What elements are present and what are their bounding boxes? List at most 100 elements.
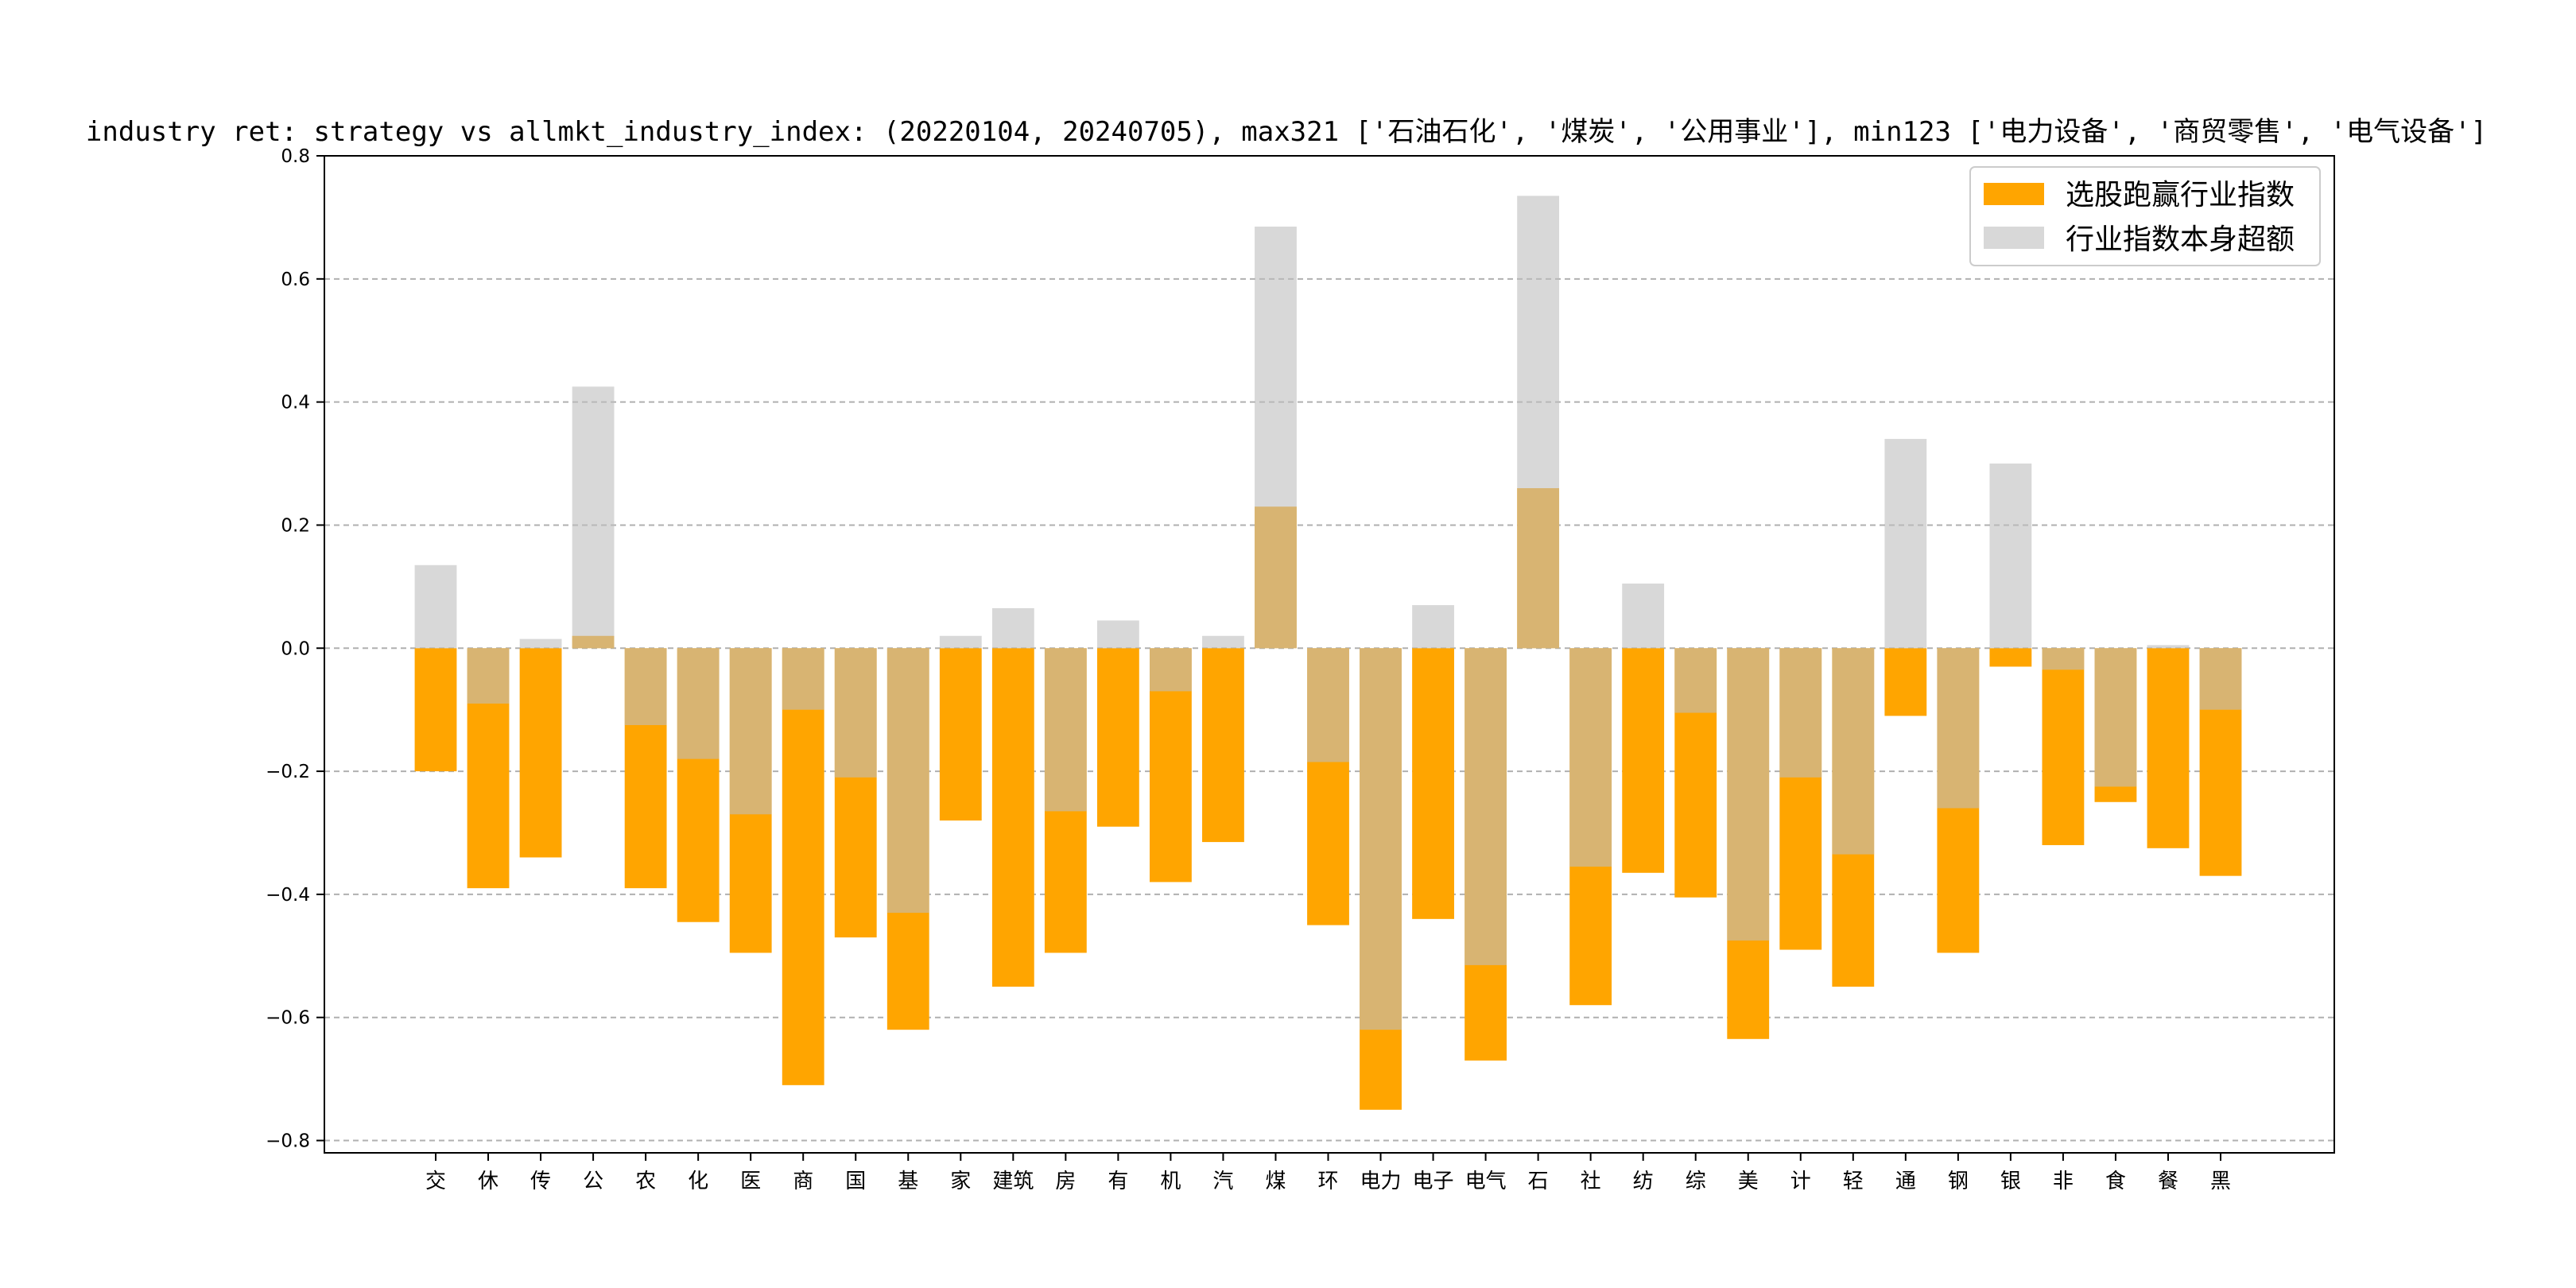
x-tick-label: 基 [898, 1170, 918, 1193]
x-tick-label: 公 [583, 1170, 603, 1193]
x-tick-label: 有 [1108, 1170, 1128, 1193]
bar-industry-index [1412, 605, 1454, 649]
y-tick-label: −0.4 [266, 885, 310, 906]
x-tick-label: 医 [740, 1170, 761, 1193]
y-tick-label: −0.8 [266, 1131, 310, 1152]
x-tick-label: 餐 [2158, 1170, 2178, 1193]
x-tick-label: 煤 [1265, 1170, 1286, 1193]
x-tick-label: 综 [1686, 1170, 1706, 1193]
x-tick-label: 黑 [2210, 1170, 2231, 1193]
legend-box [1969, 166, 2321, 266]
bar-industry-index [1884, 439, 1927, 649]
x-tick-label: 汽 [1212, 1170, 1233, 1193]
x-tick-label: 机 [1160, 1170, 1181, 1193]
x-tick-label: 房 [1055, 1170, 1076, 1193]
x-tick-label: 交 [425, 1170, 446, 1193]
y-axis: −0.8 −0.6 −0.4 −0.2 0.0 0.2 0.4 0.6 0.8 [266, 146, 324, 1152]
bar-industry-index [2147, 645, 2190, 649]
x-tick-label: 社 [1581, 1170, 1601, 1193]
x-tick-label: 传 [530, 1170, 551, 1193]
bar-industry-index [1674, 648, 1717, 713]
y-tick-label: 0.8 [281, 146, 310, 167]
x-tick-label: 环 [1317, 1170, 1338, 1193]
y-tick-label: 0.0 [281, 638, 310, 659]
bar-industry-index [1044, 648, 1087, 812]
bar-industry-index [1832, 648, 1875, 855]
y-tick-label: 0.6 [281, 270, 310, 290]
x-tick-label: 计 [1790, 1170, 1811, 1193]
bar-industry-index [1096, 620, 1139, 649]
x-tick-label: 电气 [1465, 1170, 1507, 1193]
bar-industry-index [1989, 464, 2032, 649]
bar-industry-index [1937, 648, 1980, 809]
bar-industry-index [677, 648, 720, 759]
x-tick-label: 轻 [1843, 1170, 1864, 1193]
bar-industry-index [572, 386, 615, 649]
bar-industry-index [1202, 635, 1244, 649]
x-tick-label: 家 [950, 1170, 971, 1193]
x-tick-label: 银 [2000, 1170, 2021, 1193]
bar-industry-index [519, 638, 562, 649]
bar-industry-index [1779, 648, 1822, 778]
legend-swatch-industry-index [1984, 227, 2044, 249]
bar-industry-index [624, 648, 667, 726]
y-tick-label: 0.2 [281, 515, 310, 536]
bar-strategy [939, 648, 982, 821]
x-tick-label: 美 [1738, 1170, 1759, 1193]
x-tick-label: 通 [1895, 1170, 1916, 1193]
bars [414, 196, 2242, 1110]
legend-label-strategy: 选股跑赢行业指数 [2066, 179, 2295, 211]
bar-industry-index [2199, 648, 2242, 710]
legend-swatch-strategy [1984, 183, 2044, 205]
bar-industry-index [782, 648, 824, 710]
bar-industry-index [991, 607, 1034, 649]
bar-industry-index [886, 648, 929, 914]
bar-strategy [2147, 648, 2190, 848]
x-tick-label: 农 [635, 1170, 656, 1193]
bar-industry-index [939, 635, 982, 649]
bar-strategy [1202, 648, 1244, 843]
bar-strategy [991, 648, 1034, 987]
chart-title: industry ret: strategy vs allmkt_industr… [86, 116, 2487, 148]
y-tick-label: 0.4 [281, 393, 310, 413]
bar-industry-index [1569, 648, 1612, 867]
bar-industry-index [1465, 648, 1507, 965]
x-tick-label: 电子 [1413, 1170, 1454, 1193]
x-tick-label: 纺 [1633, 1170, 1654, 1193]
x-tick-label: 食 [2105, 1170, 2126, 1193]
x-tick-label: 钢 [1948, 1170, 1969, 1193]
bar-industry-index [467, 648, 510, 704]
bar-industry-index [1307, 648, 1349, 762]
bar-industry-index [1150, 648, 1192, 692]
x-tick-label: 建筑 [992, 1170, 1034, 1193]
bar-industry-index [1622, 583, 1665, 649]
x-tick-label: 国 [845, 1170, 866, 1193]
x-tick-label: 电力 [1360, 1170, 1402, 1193]
y-tick-label: −0.6 [266, 1008, 310, 1029]
bar-strategy [1622, 648, 1665, 873]
bar-strategy [414, 648, 457, 772]
x-axis: 交 休 传 公 农 化 医 商 国 基 家建筑房 有 机 汽 煤 环电力 电子 电气石 社 纺 综 美 计 轻 通 钢 银 非 食 餐 黑 [425, 1153, 2231, 1193]
x-tick-label: 化 [688, 1170, 708, 1193]
bar-industry-index [2094, 648, 2137, 787]
bar-strategy [1884, 648, 1927, 716]
bar-industry-index [729, 648, 772, 815]
x-tick-label: 非 [2053, 1170, 2074, 1193]
bar-industry-index [414, 564, 457, 649]
bar-strategy [2042, 648, 2085, 845]
legend: 选股跑赢行业指数 行业指数本身超额 [1969, 166, 2321, 266]
bar-strategy [519, 648, 562, 858]
x-tick-label: 商 [793, 1170, 813, 1193]
y-tick-label: −0.2 [266, 762, 310, 782]
bar-industry-index [834, 648, 877, 778]
plot-frame [324, 155, 2335, 1154]
bar-industry-index [1517, 196, 1560, 649]
bar-industry-index [1255, 227, 1297, 649]
bar-strategy [782, 648, 824, 1085]
bar-strategy [1096, 648, 1139, 827]
bar-industry-index [2042, 648, 2085, 670]
x-tick-label: 休 [478, 1170, 499, 1193]
x-tick-label: 石 [1528, 1170, 1549, 1193]
bar-industry-index [1727, 648, 1770, 941]
